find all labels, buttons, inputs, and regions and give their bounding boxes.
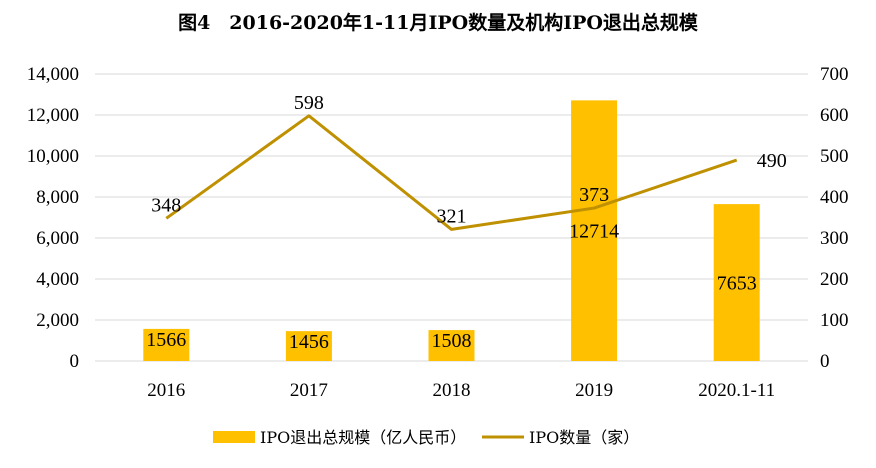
bar bbox=[571, 100, 618, 361]
x-tick-label: 2020.1-11 bbox=[698, 380, 775, 401]
bar-data-label: 1566 bbox=[146, 329, 186, 351]
line-data-label: 321 bbox=[437, 205, 467, 227]
x-tick-label: 2017 bbox=[290, 380, 328, 401]
bar-data-label: 7653 bbox=[717, 273, 757, 295]
line-data-label: 598 bbox=[294, 92, 324, 114]
y-left-tick-label: 8,000 bbox=[36, 187, 79, 208]
line-series bbox=[165, 114, 738, 231]
y-left-tick-label: 12,000 bbox=[27, 105, 79, 126]
y-left-tick-label: 4,000 bbox=[36, 269, 79, 290]
line-data-label: 490 bbox=[757, 150, 787, 172]
y-right-tick-label: 300 bbox=[820, 228, 849, 249]
y-right-tick-label: 100 bbox=[820, 310, 849, 331]
y-left-tick-label: 2,000 bbox=[36, 310, 79, 331]
x-tick-label: 2016 bbox=[147, 380, 185, 401]
line-data-label: 348 bbox=[151, 194, 181, 216]
bar bbox=[143, 328, 190, 361]
bar bbox=[713, 204, 760, 361]
y-left-tick-label: 0 bbox=[70, 351, 80, 372]
y-left-tick-label: 10,000 bbox=[27, 146, 79, 167]
bar-data-label: 12714 bbox=[569, 221, 619, 243]
y-right-tick-label: 0 bbox=[820, 351, 830, 372]
y-right-tick-label: 600 bbox=[820, 105, 849, 126]
line-data-label: 373 bbox=[579, 184, 609, 206]
bar-data-label: 1456 bbox=[289, 331, 329, 353]
y-right-tick-label: 200 bbox=[820, 269, 849, 290]
bar-data-label: 1508 bbox=[432, 330, 472, 352]
legend-label-bar: IPO退出总规模（亿人民币） bbox=[260, 428, 466, 447]
x-tick-label: 2018 bbox=[433, 380, 471, 401]
y-left-tick-label: 14,000 bbox=[27, 64, 79, 85]
x-tick-label: 2019 bbox=[575, 380, 613, 401]
legend-label-line: IPO数量（家） bbox=[529, 428, 639, 447]
y-right-tick-label: 700 bbox=[820, 64, 849, 85]
chart-title: 图4 2016-2020年1-11月IPO数量及机构IPO退出总规模 bbox=[178, 12, 698, 34]
legend-swatch-bar bbox=[213, 431, 255, 443]
y-right-tick-label: 500 bbox=[820, 146, 849, 167]
bar bbox=[285, 331, 332, 361]
y-left-tick-label: 6,000 bbox=[36, 228, 79, 249]
y-right-tick-label: 400 bbox=[820, 187, 849, 208]
bar bbox=[428, 330, 475, 361]
